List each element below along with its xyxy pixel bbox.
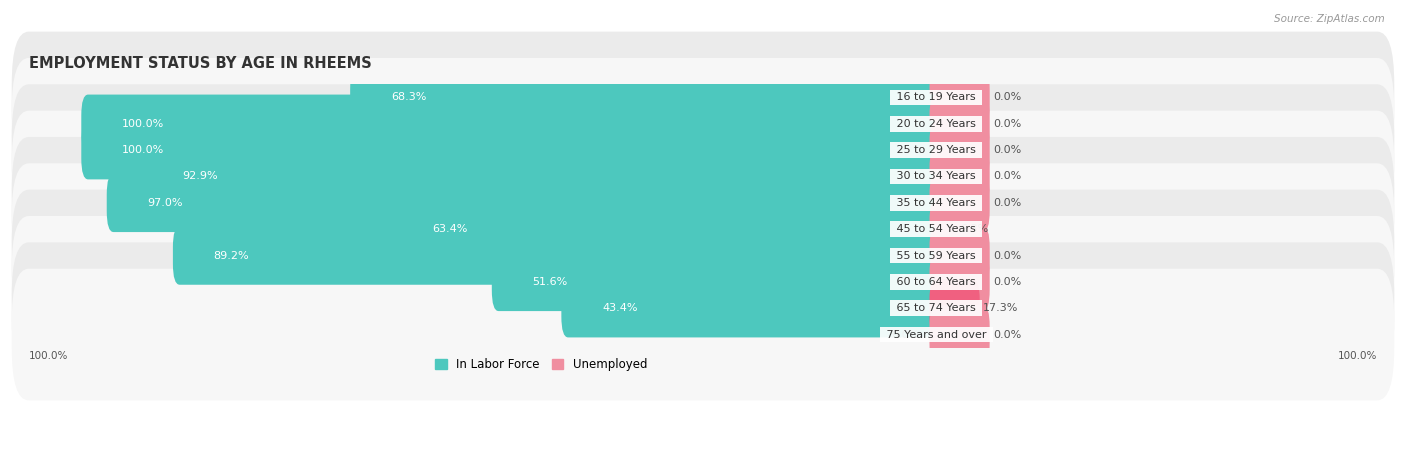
FancyBboxPatch shape: [492, 252, 943, 311]
FancyBboxPatch shape: [11, 32, 1395, 163]
FancyBboxPatch shape: [107, 174, 943, 232]
FancyBboxPatch shape: [929, 68, 990, 127]
Text: 30 to 34 Years: 30 to 34 Years: [893, 171, 980, 181]
Text: 0.0%: 0.0%: [993, 171, 1021, 181]
Text: 25 to 29 Years: 25 to 29 Years: [893, 145, 980, 155]
Text: 17.3%: 17.3%: [983, 303, 1018, 313]
FancyBboxPatch shape: [11, 137, 1395, 269]
Text: 100.0%: 100.0%: [122, 119, 165, 129]
FancyBboxPatch shape: [929, 200, 956, 258]
FancyBboxPatch shape: [11, 163, 1395, 295]
Text: 0.0%: 0.0%: [993, 198, 1021, 208]
Text: 6.3%: 6.3%: [960, 224, 988, 234]
Text: 100.0%: 100.0%: [28, 351, 67, 361]
FancyBboxPatch shape: [11, 58, 1395, 189]
Text: EMPLOYMENT STATUS BY AGE IN RHEEMS: EMPLOYMENT STATUS BY AGE IN RHEEMS: [28, 56, 371, 71]
Text: 0.0%: 0.0%: [993, 119, 1021, 129]
Text: 20 to 24 Years: 20 to 24 Years: [893, 119, 980, 129]
Text: 16 to 19 Years: 16 to 19 Years: [893, 92, 980, 103]
FancyBboxPatch shape: [11, 243, 1395, 374]
FancyBboxPatch shape: [11, 84, 1395, 216]
FancyBboxPatch shape: [142, 147, 943, 206]
FancyBboxPatch shape: [929, 279, 980, 338]
FancyBboxPatch shape: [11, 111, 1395, 243]
Text: 55 to 59 Years: 55 to 59 Years: [893, 251, 980, 261]
Text: 45 to 54 Years: 45 to 54 Years: [893, 224, 980, 234]
FancyBboxPatch shape: [929, 174, 990, 232]
FancyBboxPatch shape: [11, 269, 1395, 400]
Text: 65 to 74 Years: 65 to 74 Years: [893, 303, 980, 313]
Text: 43.4%: 43.4%: [602, 303, 637, 313]
Text: 89.2%: 89.2%: [214, 251, 249, 261]
Text: 0.0%: 0.0%: [993, 92, 1021, 103]
Legend: In Labor Force, Unemployed: In Labor Force, Unemployed: [430, 354, 652, 376]
Text: 0.0%: 0.0%: [993, 277, 1021, 287]
FancyBboxPatch shape: [392, 200, 943, 258]
Text: 0.0%: 0.0%: [993, 329, 1021, 340]
Text: Source: ZipAtlas.com: Source: ZipAtlas.com: [1274, 14, 1385, 23]
Text: 51.6%: 51.6%: [533, 277, 568, 287]
Text: 75 Years and over: 75 Years and over: [883, 329, 990, 340]
FancyBboxPatch shape: [82, 94, 943, 153]
Text: 35 to 44 Years: 35 to 44 Years: [893, 198, 980, 208]
Text: 60 to 64 Years: 60 to 64 Years: [893, 277, 980, 287]
FancyBboxPatch shape: [11, 216, 1395, 348]
FancyBboxPatch shape: [929, 94, 990, 153]
Text: 100.0%: 100.0%: [122, 145, 165, 155]
Text: 63.4%: 63.4%: [433, 224, 468, 234]
FancyBboxPatch shape: [173, 226, 943, 285]
Text: 68.3%: 68.3%: [391, 92, 426, 103]
FancyBboxPatch shape: [350, 68, 943, 127]
FancyBboxPatch shape: [929, 147, 990, 206]
FancyBboxPatch shape: [11, 189, 1395, 321]
FancyBboxPatch shape: [929, 226, 990, 285]
Text: 100.0%: 100.0%: [1339, 351, 1378, 361]
FancyBboxPatch shape: [82, 121, 943, 180]
Text: 97.0%: 97.0%: [148, 198, 183, 208]
Text: 0.0%: 0.0%: [993, 251, 1021, 261]
FancyBboxPatch shape: [929, 305, 990, 364]
FancyBboxPatch shape: [929, 252, 990, 311]
Text: 0.0%: 0.0%: [993, 145, 1021, 155]
FancyBboxPatch shape: [561, 279, 943, 338]
Text: 92.9%: 92.9%: [183, 171, 218, 181]
Text: 0.0%: 0.0%: [891, 329, 920, 340]
FancyBboxPatch shape: [929, 121, 990, 180]
